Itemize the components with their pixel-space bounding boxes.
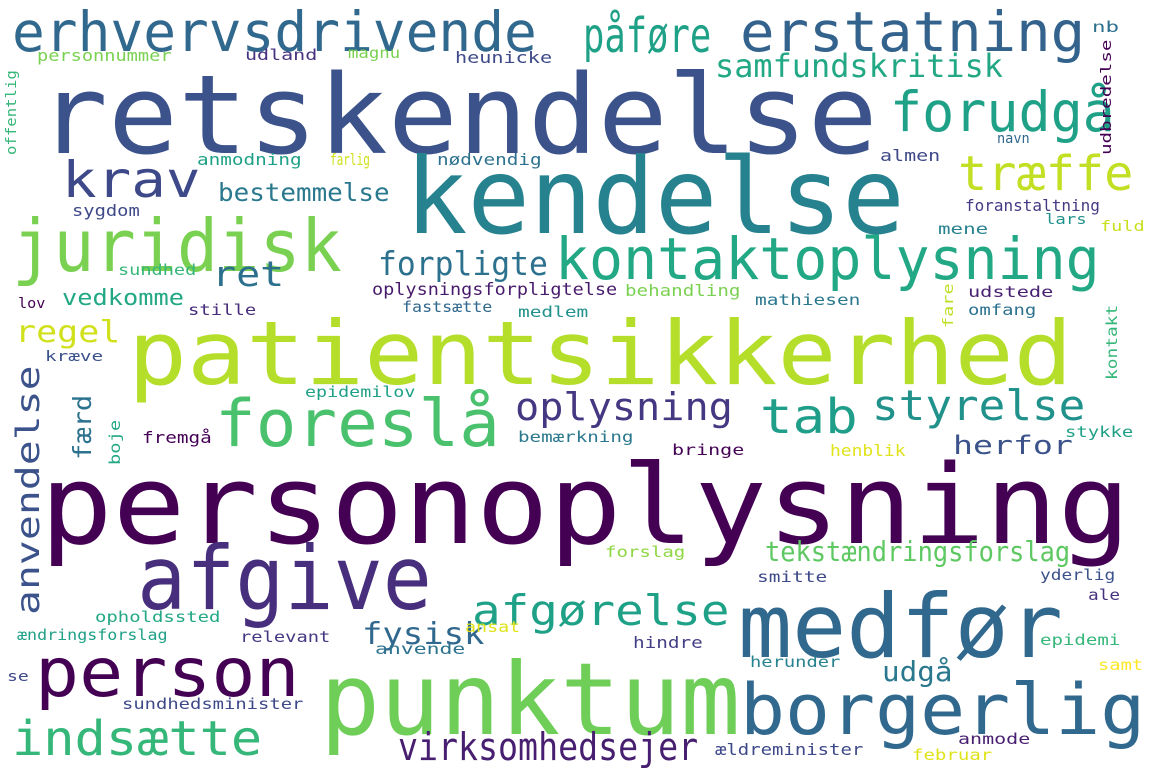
- word-yderlig: yderlig: [1040, 566, 1116, 584]
- word-sygdom: sygdom: [72, 201, 140, 220]
- word-kraeve: kræve: [45, 349, 104, 365]
- word-sundhedsminister: sundhedsminister: [122, 695, 304, 713]
- word-person: person: [35, 634, 300, 713]
- word-anvende: anvende: [375, 640, 466, 658]
- word-retskendelse: retskendelse: [38, 51, 878, 179]
- word-boje: boje: [106, 419, 124, 465]
- word-faerd: færd: [68, 394, 97, 460]
- word-erstatning: erstatning: [740, 0, 1086, 64]
- word-ret: ret: [212, 255, 285, 295]
- word-samfundskritisk: samfundskritisk: [715, 47, 1003, 85]
- word-februar: februar: [912, 746, 993, 764]
- word-samt: samt: [1098, 656, 1144, 674]
- word-epidemi: epidemi: [1040, 631, 1121, 649]
- word-personnummer: personnummer: [37, 46, 172, 65]
- word-afgive: afgive: [137, 527, 432, 630]
- word-vedkomme: vedkomme: [62, 286, 184, 311]
- word-opholdssted: opholdssted: [95, 608, 221, 626]
- word-medlem: medlem: [518, 303, 589, 321]
- word-styrelse: styrelse: [872, 381, 1086, 430]
- word-fuld: fuld: [1100, 219, 1145, 235]
- word-magnu: magnu: [348, 44, 401, 62]
- word-mathiesen: mathiesen: [755, 291, 861, 309]
- word-kendelse: kendelse: [405, 136, 905, 258]
- word-navn: navn: [997, 131, 1030, 147]
- word-forpligte: forpligte: [378, 244, 548, 283]
- word-aeldreminister: ældreminister: [715, 740, 864, 759]
- word-anmode: anmode: [958, 730, 1031, 748]
- word-juridisk: juridisk: [12, 204, 342, 288]
- word-udga: udgå: [882, 655, 953, 688]
- word-regel: regel: [15, 315, 121, 350]
- word-oplysningsforpligtelse: oplysningsforpligtelse: [372, 280, 618, 300]
- word-erhvervsdrivende: erhvervsdrivende: [12, 0, 537, 64]
- word-udbredelse: udbredelse: [1099, 39, 1115, 155]
- word-lars: lars: [1045, 212, 1087, 228]
- word-offentlig: offentlig: [4, 70, 20, 155]
- word-foresla: foreslå: [215, 387, 500, 462]
- word-relevant: relevant: [240, 628, 331, 646]
- word-krav: krav: [62, 151, 201, 209]
- word-tab: tab: [760, 389, 858, 445]
- word-fremga: fremgå: [142, 428, 212, 447]
- word-kontakt: kontakt: [1103, 304, 1121, 380]
- word-stykke: stykke: [1065, 423, 1134, 441]
- word-bemaerkning: bemærkning: [518, 428, 634, 446]
- word-afgorelse: afgørelse: [472, 586, 730, 635]
- word-forudga: forudgå: [890, 80, 1115, 144]
- word-virksomhedsejer: virksomhedsejer: [398, 725, 699, 769]
- word-ale: ale: [1088, 586, 1121, 604]
- word-personoplysning: personoplysning: [40, 441, 1131, 569]
- word-anvendelse: anvendelse: [9, 365, 47, 615]
- word-punktum: punktum: [320, 641, 741, 758]
- word-bestemmelse: bestemmelse: [218, 178, 390, 207]
- word-anmodning: anmodning: [197, 150, 302, 169]
- word-fysisk: fysisk: [362, 617, 485, 652]
- word-udstede: udstede: [968, 283, 1054, 301]
- word-almen: almen: [880, 146, 941, 165]
- word-oplysning: oplysning: [515, 385, 733, 429]
- word-farlig: farlig: [330, 150, 370, 169]
- word-heunicke: heunicke: [455, 48, 553, 67]
- word-indsaette: indsætte: [12, 711, 263, 767]
- word-fare: fare: [941, 283, 957, 328]
- word-epidemilov: epidemilov: [305, 383, 416, 401]
- word-herunder: herunder: [750, 653, 841, 671]
- word-se: se: [7, 669, 29, 685]
- word-aendringsforslag: ændringsforslag: [17, 626, 168, 644]
- word-omfang: omfang: [968, 301, 1037, 319]
- word-nb: nb: [1092, 18, 1120, 36]
- word-ansat: ansat: [465, 618, 521, 636]
- word-mene: mene: [938, 220, 989, 238]
- word-sundhed: sundhed: [118, 261, 197, 279]
- word-hindre: hindre: [633, 633, 703, 652]
- word-tekstaendringsforslag: tekstændringsforslag: [765, 535, 1071, 568]
- word-fastsaette: fastsætte: [402, 298, 493, 316]
- word-medfor: medfør: [738, 575, 1063, 678]
- word-udland: udland: [245, 46, 318, 64]
- word-forslag: forslag: [605, 543, 686, 561]
- word-bringe: bringe: [672, 441, 745, 459]
- word-herfor: herfor: [953, 431, 1073, 461]
- word-pafore: påføre: [583, 8, 712, 64]
- word-henblik: henblik: [830, 441, 906, 460]
- word-kontaktoplysning: kontaktoplysning: [555, 225, 1100, 293]
- word-borgerlig: borgerlig: [740, 669, 1146, 751]
- word-smitte: smitte: [757, 568, 828, 586]
- word-foranstaltning: foranstaltning: [965, 196, 1100, 215]
- word-patientsikkerhed: patientsikkerhed: [128, 302, 1073, 405]
- word-lov: lov: [18, 296, 46, 312]
- word-behandling: behandling: [625, 281, 741, 300]
- word-traeffe: træffe: [958, 146, 1134, 202]
- word-nodvendig: nødvendig: [437, 150, 542, 169]
- word-stille: stille: [188, 301, 257, 319]
